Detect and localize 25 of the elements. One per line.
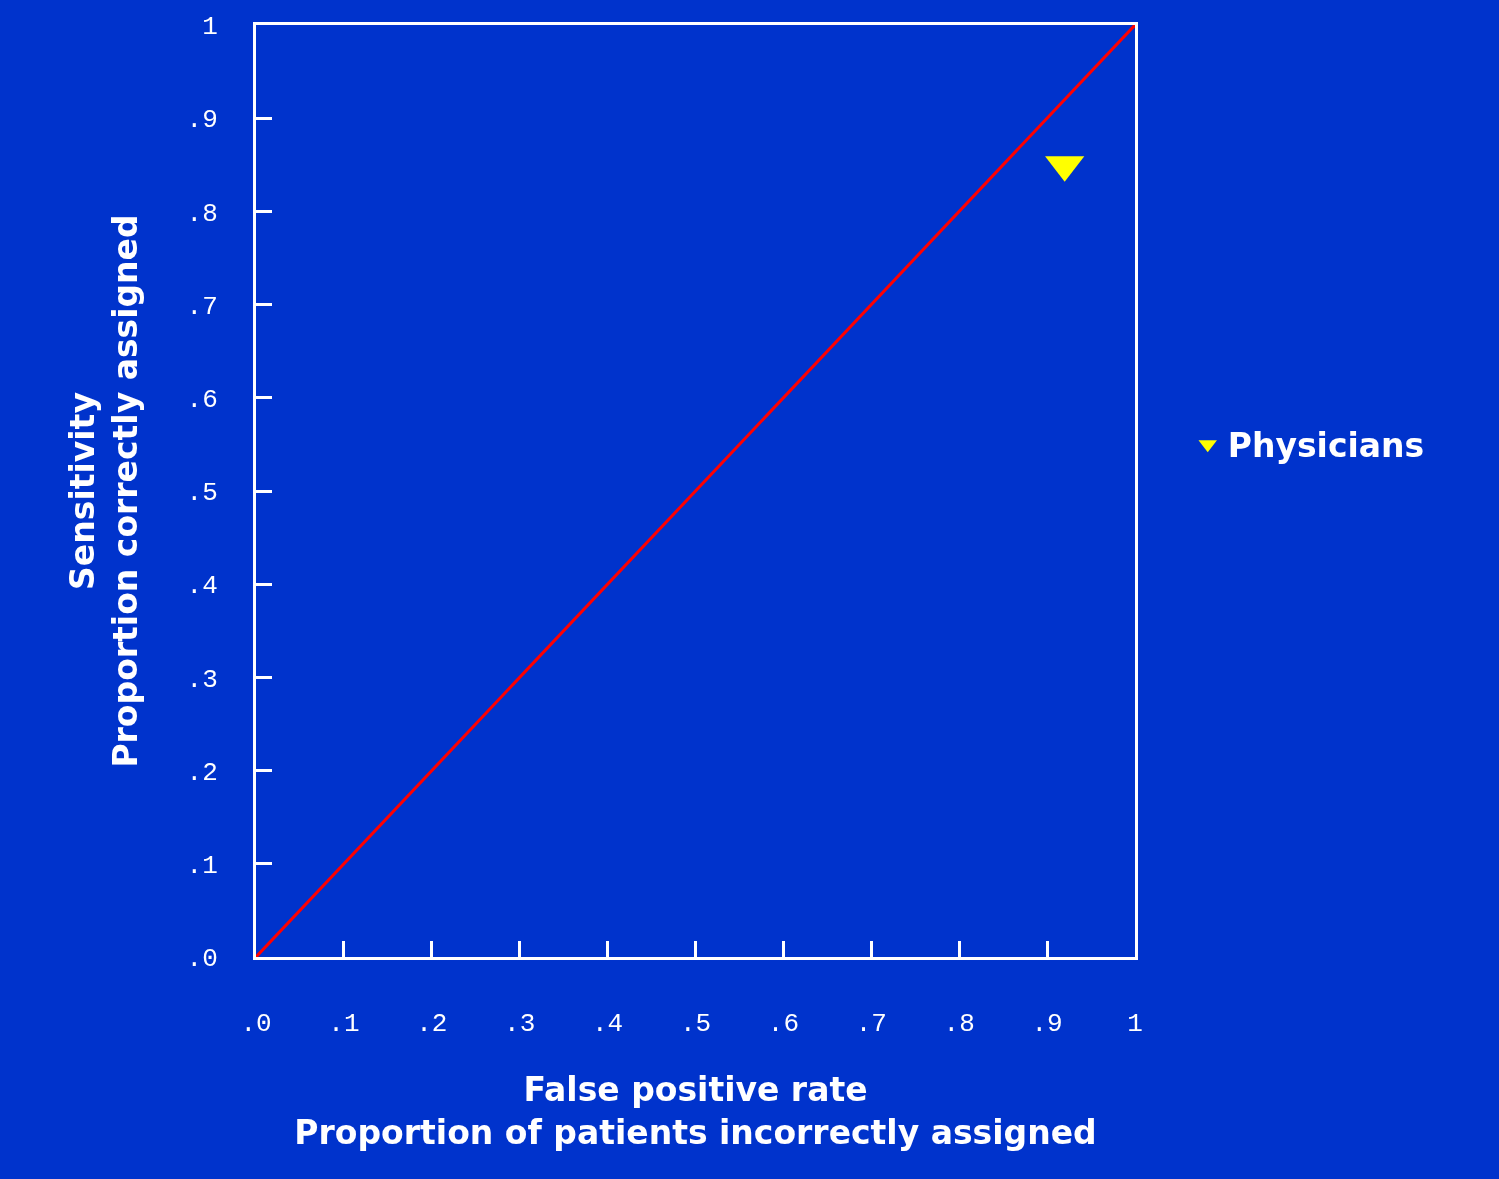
legend-label: Physicians: [1227, 426, 1425, 466]
y-tick-label: .1: [186, 850, 218, 881]
x-tick-label: 1: [1127, 1009, 1143, 1040]
y-tick-label: .6: [186, 384, 218, 415]
y-tick-label: .0: [186, 944, 218, 975]
x-tick-label: .1: [328, 1009, 360, 1040]
x-tick-label: .5: [679, 1009, 712, 1040]
y-tick-label: .8: [186, 198, 218, 229]
y-tick-label: .3: [186, 664, 218, 695]
x-tick-label: .2: [416, 1009, 448, 1040]
y-axis-title: Sensitivity Proportion correctly assigned: [62, 214, 145, 768]
y-tick-label: .4: [186, 571, 218, 602]
x-axis-title: False positive rate Proportion of patients incorrectly assigned: [294, 1069, 1097, 1152]
x-tick-label: .7: [855, 1009, 887, 1040]
x-tick-label: .4: [591, 1009, 624, 1040]
y-tick-label: .9: [186, 105, 218, 136]
x-tick-label: .9: [1031, 1009, 1063, 1040]
y-tick-label: 1: [202, 12, 218, 43]
x-tick-label: .8: [943, 1009, 975, 1040]
y-tick-label: .7: [186, 291, 218, 322]
y-tick-label: .5: [186, 478, 218, 509]
y-tick-label: .2: [186, 757, 218, 788]
x-tick-label: .0: [240, 1009, 272, 1040]
x-tick-label: .6: [767, 1009, 800, 1040]
x-tick-label: .3: [504, 1009, 536, 1040]
